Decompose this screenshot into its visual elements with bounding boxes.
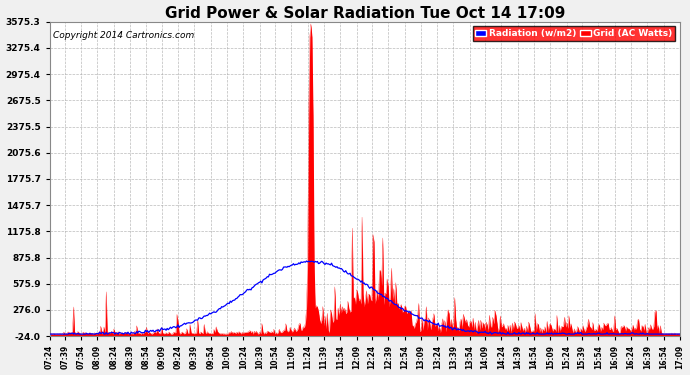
Text: Copyright 2014 Cartronics.com: Copyright 2014 Cartronics.com — [52, 31, 194, 40]
Legend: Radiation (w/m2), Grid (AC Watts): Radiation (w/m2), Grid (AC Watts) — [473, 26, 676, 40]
Title: Grid Power & Solar Radiation Tue Oct 14 17:09: Grid Power & Solar Radiation Tue Oct 14 … — [165, 6, 565, 21]
